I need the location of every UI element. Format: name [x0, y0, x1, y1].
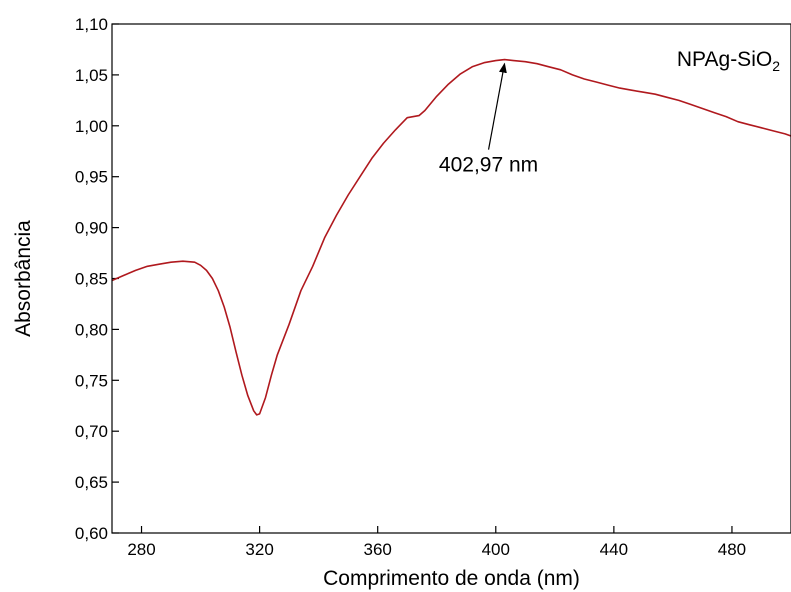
- legend-label: NPAg-SiO: [677, 48, 772, 71]
- x-tick-label: 280: [127, 540, 155, 559]
- series-legend: NPAg-SiO2: [677, 48, 780, 74]
- y-tick-label: 0,60: [75, 524, 108, 543]
- x-tick-label: 400: [482, 540, 510, 559]
- y-tick-label: 0,80: [75, 320, 108, 339]
- peak-annotation-label: 402,97 nm: [439, 154, 538, 177]
- annotation-arrow: [487, 62, 507, 150]
- annotation-layer: 402,97 nm: [439, 62, 538, 177]
- x-tick-label: 360: [364, 540, 392, 559]
- x-axis-title: Comprimento de onda (nm): [323, 567, 580, 590]
- y-tick-label: 0,75: [75, 371, 108, 390]
- y-tick-label: 0,90: [75, 219, 108, 238]
- y-tick-label: 1,10: [75, 15, 108, 34]
- y-tick-label: 0,85: [75, 270, 108, 289]
- y-tick-label: 1,00: [75, 117, 108, 136]
- series-line: [111, 58, 791, 416]
- series-layer: [111, 58, 791, 416]
- plot-frame: [111, 23, 791, 534]
- y-tick-label: 0,95: [75, 168, 108, 187]
- y-axis-ticks: 0,60 0,65 0,70 0,75 0,80 0,85 0,90 0,95 1,00 1,05…: [75, 15, 119, 543]
- y-tick-label: 0,65: [75, 473, 108, 492]
- y-tick-label: 1,05: [75, 66, 108, 85]
- x-tick-label: 480: [718, 540, 746, 559]
- y-tick-label: 0,70: [75, 422, 108, 441]
- y-axis-title: Absorbância: [12, 220, 35, 337]
- legend-subscript: 2: [772, 58, 780, 74]
- x-axis-ticks: 280 320 360 400 440 480: [127, 526, 746, 559]
- x-tick-label: 440: [600, 540, 628, 559]
- x-tick-label: 320: [245, 540, 273, 559]
